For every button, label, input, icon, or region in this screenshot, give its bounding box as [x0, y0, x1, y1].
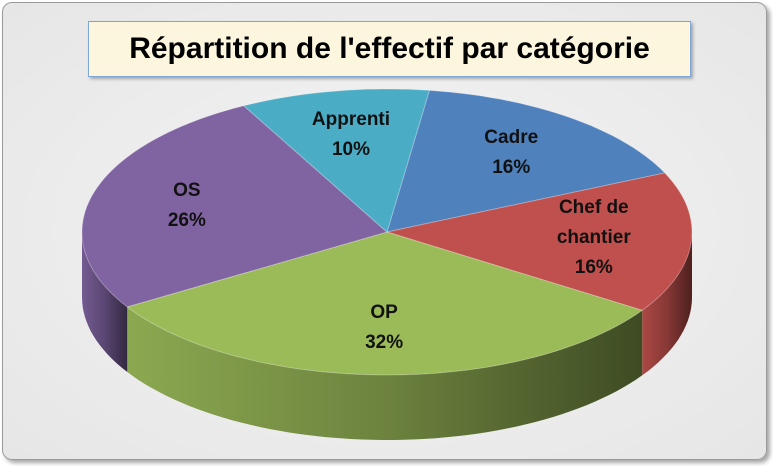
slice-label: Apprenti — [311, 109, 391, 131]
slice-value-label: 10% — [331, 139, 370, 161]
pie-slice — [385, 172, 693, 311]
slice-value-label: 16% — [492, 157, 531, 179]
slice-value-label: 32% — [365, 332, 404, 354]
pie-side-shade — [82, 232, 128, 372]
pie-slice — [126, 231, 644, 376]
pie-slice — [386, 89, 666, 233]
pie-side-shade — [642, 232, 692, 376]
slice-label: Chef de chantier — [556, 197, 631, 249]
pie-side-shade — [127, 306, 643, 440]
slice-value-label: 16% — [574, 257, 613, 279]
slice-label: OS — [173, 179, 201, 201]
chart-title: Répartition de l'effectif par catégorie — [88, 21, 691, 77]
slice-label: OP — [370, 302, 398, 324]
slice-value-label: 26% — [167, 209, 206, 231]
slice-label: Cadre — [484, 127, 539, 149]
pie-slice — [242, 88, 431, 233]
pie-slice — [81, 105, 389, 308]
